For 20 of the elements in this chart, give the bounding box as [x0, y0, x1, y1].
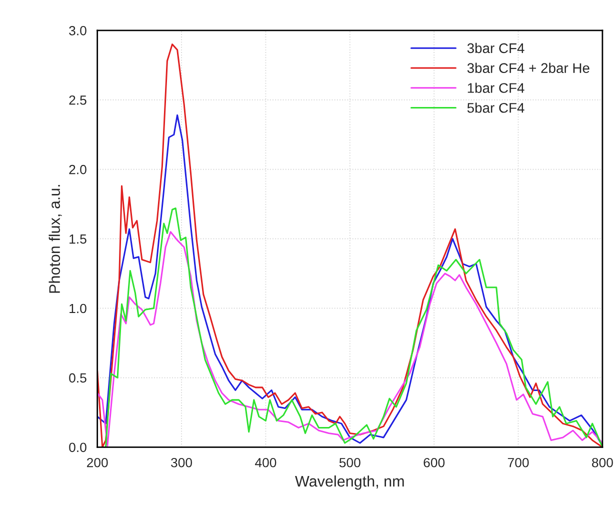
- x-tick-label: 700: [508, 458, 529, 468]
- x-tick-label: 400: [255, 458, 276, 468]
- x-tick-label: 500: [339, 458, 360, 468]
- y-axis-title: Photon flux, a.u.: [48, 184, 62, 293]
- y-tick-label: 2.5: [69, 95, 86, 105]
- legend-label: 3bar CF4 + 2bar He: [467, 62, 590, 74]
- y-tick-label: 0.0: [69, 442, 86, 452]
- x-tick-label: 800: [592, 458, 613, 468]
- x-tick-label: 300: [171, 458, 192, 468]
- x-axis-title: Wavelength, nm: [295, 475, 404, 490]
- y-tick-label: 1.5: [70, 234, 86, 244]
- x-tick-label: 200: [86, 458, 108, 468]
- legend-label: 1bar CF4: [468, 82, 524, 93]
- legend-label: 5bar CF4: [467, 102, 524, 113]
- y-tick-label: 3.0: [69, 26, 86, 36]
- y-tick-label: 1.0: [70, 304, 86, 314]
- y-tick-label: 0.5: [69, 373, 86, 383]
- legend-label: 3bar CF4: [467, 42, 524, 54]
- x-tick-label: 600: [424, 458, 445, 468]
- y-tick-label: 2.0: [69, 164, 86, 174]
